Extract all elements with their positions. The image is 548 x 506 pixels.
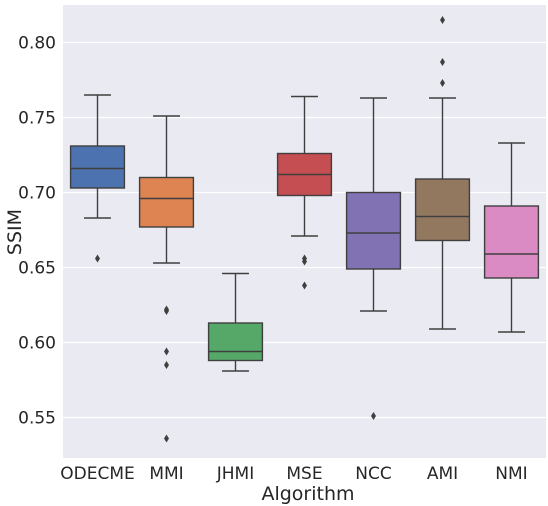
outlier-point: [371, 412, 376, 420]
outlier-point: [95, 254, 100, 263]
outlier-point: [164, 361, 169, 369]
x-tick-label: ODECME: [60, 464, 135, 484]
y-tick-label: 0.65: [18, 259, 56, 279]
y-tick-label: 0.55: [18, 409, 56, 429]
x-axis-title: Algorithm: [261, 483, 354, 505]
outlier-point: [164, 347, 169, 356]
y-axis-title: SSIM: [4, 209, 26, 255]
x-tick-label: NMI: [495, 464, 527, 484]
outlier-point: [440, 16, 445, 24]
y-tick-label: 0.70: [18, 184, 56, 204]
x-tick-label: AMI: [427, 464, 458, 484]
outlier-point: [164, 305, 169, 314]
box-mmi: [138, 176, 195, 228]
y-tick-label: 0.75: [18, 109, 56, 129]
x-tick-label: MSE: [286, 464, 322, 484]
x-tick-label: NCC: [355, 464, 391, 484]
box-jhmi: [207, 322, 264, 362]
x-tick-label: JHMI: [216, 464, 254, 484]
outlier-point: [164, 434, 169, 443]
box-nmi: [483, 205, 540, 279]
box-ami: [414, 178, 471, 242]
box-ncc: [345, 191, 402, 270]
outlier-point: [440, 79, 445, 87]
y-tick-label: 0.60: [18, 334, 56, 354]
y-tick-label: 0.80: [18, 34, 56, 54]
outlier-point: [302, 257, 307, 266]
outlier-point: [440, 58, 445, 66]
box-odecme: [69, 145, 126, 189]
outlier-point: [302, 281, 307, 290]
x-tick-label: MMI: [149, 464, 183, 484]
